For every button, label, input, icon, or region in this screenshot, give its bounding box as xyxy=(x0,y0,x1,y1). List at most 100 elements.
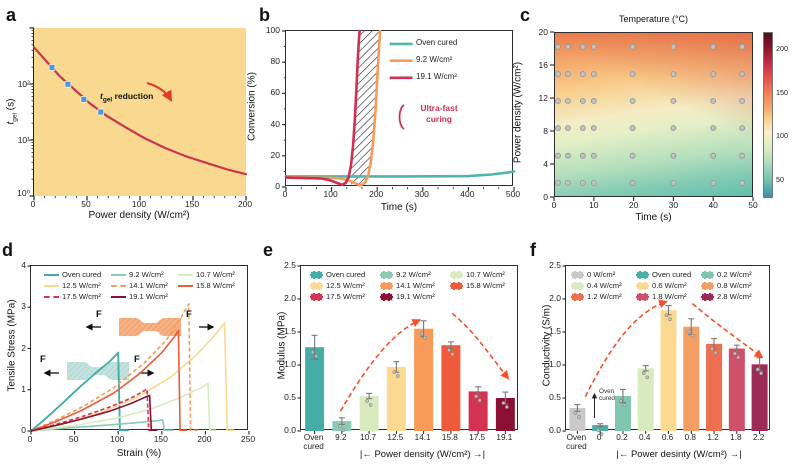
heatmap-sample-dots xyxy=(550,31,754,201)
legend-item: 19.1 W/cm² xyxy=(111,292,178,301)
legend-item: 0.2 W/cm² xyxy=(701,270,766,279)
legend-item: Oven cured xyxy=(44,270,111,279)
panel-e-categories: Oven cured 9.2 10.7 12.5 14.1 15.8 17.5 1… xyxy=(300,433,518,451)
panel-e-plot xyxy=(297,265,518,434)
legend-item: 15.8 W/cm² xyxy=(450,281,520,290)
panel-d-legend: Oven cured 9.2 W/cm² 10.7 W/cm² 12.5 W/c… xyxy=(44,270,245,303)
panel-b-legend: Oven cured 9.2 W/cm² 19.1 W/cm² xyxy=(416,38,457,81)
legend-color-swatch xyxy=(571,270,584,279)
legend-label: Oven cured xyxy=(416,38,458,47)
panel-e-x-label: |← Power density (W/cm²) →| xyxy=(359,449,486,460)
legend-item: 10.7 W/cm² xyxy=(450,270,520,279)
legend-color-swatch xyxy=(571,281,584,290)
panel-c-x-ticks: 0 10 20 30 40 50 xyxy=(551,200,758,210)
panel-f-x-label: |← Power desinty (W/cm²) →| xyxy=(616,449,742,460)
legend-line-swatch xyxy=(178,284,193,287)
legend-item: 1.2 W/cm² xyxy=(571,292,636,301)
legend-label: 19.1 W/cm² xyxy=(416,72,457,81)
legend-item: 9.2 W/cm² xyxy=(111,270,178,279)
modulus-bar-chart xyxy=(297,265,515,434)
panel-d-x-label: Strain (%) xyxy=(116,448,162,459)
panel-a-letter: a xyxy=(6,5,17,25)
panel-f-categories: Oven cured 0 0.2 0.4 0.6 0.8 1.2 1.8 2.2 xyxy=(566,433,765,451)
category-label: Oven cured xyxy=(303,433,324,451)
legend-item: 9.2 W/cm² xyxy=(380,270,450,279)
legend-item: 0.4 W/cm² xyxy=(571,281,636,290)
panel-a-y-ticks: 10² 10¹ 10⁰ xyxy=(17,79,30,198)
legend-color-swatch xyxy=(310,281,323,290)
legend-line-swatch xyxy=(178,273,193,276)
panel-b-letter: b xyxy=(259,5,270,25)
force-label: F xyxy=(186,309,192,320)
legend-color-swatch xyxy=(310,292,323,301)
panel-a-x-ticks: 0 50 100 150 200 xyxy=(30,199,253,209)
gel-time-chart xyxy=(29,27,248,201)
legend-item: 15.8 W/cm² xyxy=(178,281,245,290)
panel-b-x-label: Time (s) xyxy=(380,202,418,213)
legend-color-swatch xyxy=(701,292,714,301)
conductivity-bar-chart xyxy=(562,265,768,436)
panel-b-x-ticks: 0 100 200 300 400 500 xyxy=(282,189,521,199)
panel-a-y-label: tgel (s) xyxy=(5,98,19,125)
legend-line-swatch xyxy=(44,295,59,298)
panel-f-legend: 0 W/cm² Oven cured 0.2 W/cm² 0.4 W/cm² 0… xyxy=(571,270,766,303)
tgel-reduction-annotation: tgel reduction xyxy=(100,91,154,104)
panel-c-y-ticks: 20 16 12 8 4 0 xyxy=(538,27,548,202)
panel-b-y-label: Conversion (%) xyxy=(246,72,258,141)
panel-d-x-ticks: 0 50 100 150 200 250 xyxy=(27,434,256,444)
colorbar-ticks: 200 150 100 50 xyxy=(776,44,788,184)
panel-e-y-ticks: 2.5 2.0 1.5 1.0 0.5 0.0 xyxy=(284,260,296,435)
panel-f-letter: f xyxy=(530,240,536,260)
legend-item: Oven cured xyxy=(310,270,380,279)
legend-item: 12.5 W/cm² xyxy=(310,281,380,290)
legend-item: 0.6 W/cm² xyxy=(636,281,701,290)
legend-color-swatch xyxy=(450,281,463,290)
legend-item: 17.5 W/cm² xyxy=(310,292,380,301)
panel-e-legend: Oven cured 9.2 W/cm² 10.7 W/cm² 12.5 W/c… xyxy=(310,270,520,303)
legend-item: 0.8 W/cm² xyxy=(701,281,766,290)
legend-color-swatch xyxy=(380,270,393,279)
panel-f-y-label: Conductivity (S/m) xyxy=(541,304,553,387)
colorbar xyxy=(763,32,773,198)
panel-a-plot: tgel reduction xyxy=(29,27,248,201)
legend-item: 2.8 W/cm² xyxy=(701,292,766,301)
panel-b-y-ticks: 100 80 60 40 20 0 xyxy=(265,25,280,191)
legend-item: 10.7 W/cm² xyxy=(178,270,245,279)
legend-line-swatch xyxy=(111,284,126,287)
legend-line-swatch xyxy=(44,273,59,276)
force-label: F xyxy=(40,354,46,365)
legend-item: 12.5 W/cm² xyxy=(44,281,111,290)
legend-item: 17.5 W/cm² xyxy=(44,292,111,301)
legend-line-swatch xyxy=(44,284,59,287)
oven-cured-annotation: Oven cured xyxy=(599,388,615,403)
panel-d-letter: d xyxy=(2,240,13,260)
legend-color-swatch xyxy=(450,270,463,279)
legend-item: 1.8 W/cm² xyxy=(636,292,701,301)
legend-color-swatch xyxy=(636,281,649,290)
panel-e-y-label: Modulus (MPa) xyxy=(276,311,288,380)
panel-c-letter: c xyxy=(520,5,531,25)
force-label: F xyxy=(134,354,140,365)
legend-color-swatch xyxy=(380,281,393,290)
temperature-heatmap xyxy=(554,32,753,197)
force-label: F xyxy=(96,309,102,320)
legend-color-swatch xyxy=(310,270,323,279)
legend-item: Oven cured xyxy=(636,270,701,279)
curing-kinetics-chart xyxy=(282,29,516,191)
legend-color-swatch xyxy=(636,270,649,279)
panel-b-plot: Ultra-fast curing xyxy=(282,29,516,191)
legend-item: 14.1 W/cm² xyxy=(111,281,178,290)
legend-item: 0 W/cm² xyxy=(571,270,636,279)
ultrafast-curing-annotation: Ultra-fast curing xyxy=(420,103,458,124)
legend-color-swatch xyxy=(636,292,649,301)
stress-strain-chart xyxy=(27,265,250,435)
panel-c-y-label: Power density (W/cm²) xyxy=(512,61,524,164)
category-label: Oven cured xyxy=(566,433,587,451)
legend-color-swatch xyxy=(701,270,714,279)
legend-item: 19.1 W/cm² xyxy=(380,292,450,301)
panel-f-plot: Oven cured xyxy=(562,265,770,436)
legend-color-swatch xyxy=(380,292,393,301)
panel-c-plot xyxy=(550,31,754,201)
